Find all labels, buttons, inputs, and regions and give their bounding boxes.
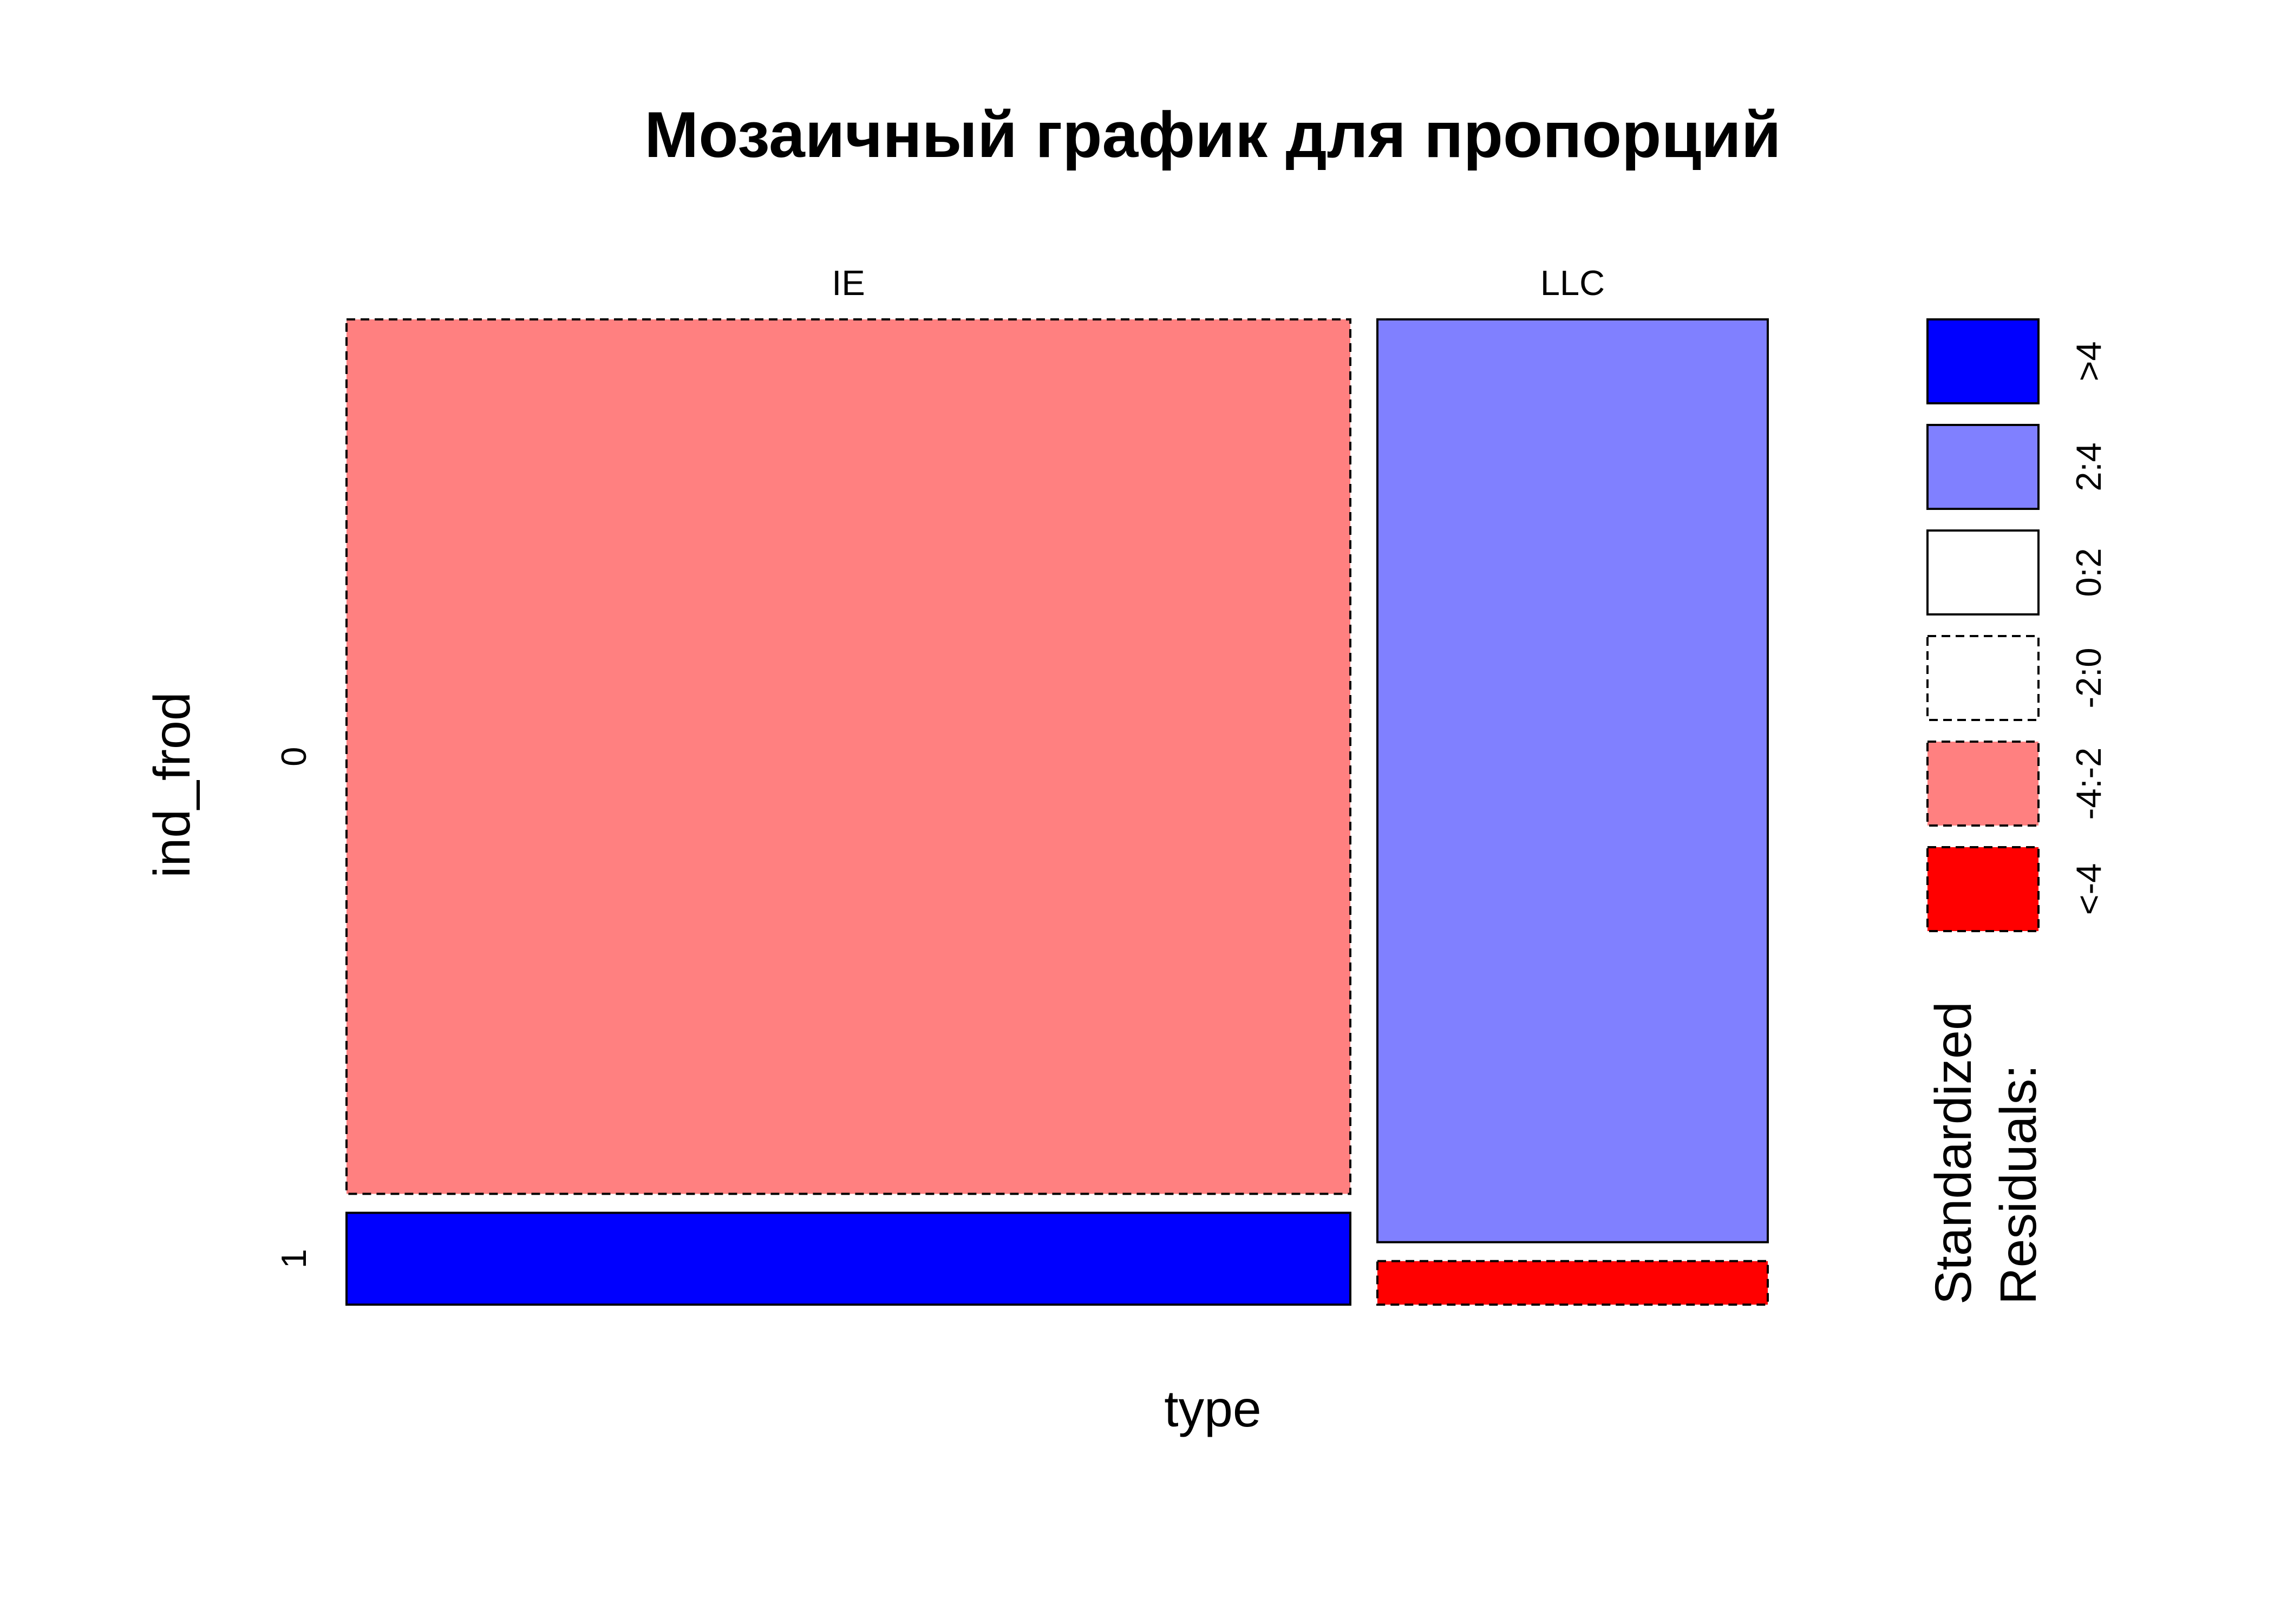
mosaic-tile	[1376, 318, 1769, 1243]
mosaic-tiles	[345, 318, 1769, 1306]
chart-title: Мозаичный график для пропорций	[644, 99, 1781, 171]
y-axis-title: ind_frod	[143, 692, 201, 878]
legend-swatch	[1926, 741, 2040, 827]
legend-title-line: Standardized	[1925, 1001, 1982, 1305]
x-axis-title: type	[1164, 1380, 1262, 1438]
x-category-labels: IE LLC	[832, 263, 1605, 303]
legend-label: -4:-2	[2069, 748, 2108, 820]
y-category-label: 0	[274, 747, 313, 767]
x-category-label: LLC	[1540, 263, 1605, 303]
legend-label: 2:4	[2069, 442, 2108, 491]
legend-swatch	[1926, 424, 2040, 510]
legend-label: >4	[2069, 341, 2108, 381]
mosaic-tile	[345, 318, 1351, 1195]
legend-label: 0:2	[2069, 548, 2108, 597]
y-category-labels: 01	[274, 747, 313, 1269]
mosaic-tile	[345, 1212, 1351, 1306]
legend-swatch	[1926, 846, 2040, 932]
legend-swatch	[1926, 635, 2040, 721]
legend-title-line: Residuals:	[1990, 1064, 2047, 1305]
y-category-label: 1	[274, 1249, 313, 1268]
mosaic-tile	[1376, 1260, 1769, 1306]
x-category-label: IE	[832, 263, 865, 303]
legend-label: -2:0	[2069, 647, 2108, 708]
legend-label: <-4	[2069, 863, 2108, 915]
legend-swatch	[1926, 318, 2040, 404]
legend-swatch	[1926, 529, 2040, 615]
residuals-legend: >4 2:4 0:2 -2:0 -4:-2 <-4	[1926, 318, 2108, 932]
legend-title: Standardized Residuals:	[1925, 1001, 2047, 1305]
